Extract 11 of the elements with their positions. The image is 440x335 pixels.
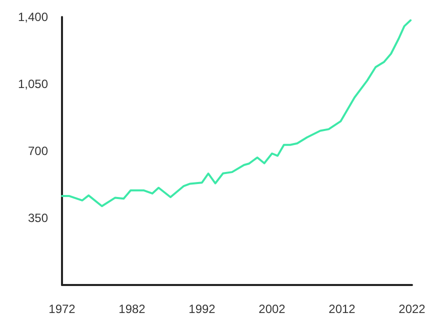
y-tick-label: 1,400 bbox=[18, 10, 48, 24]
x-tick-label: 2022 bbox=[398, 302, 426, 316]
y-tick-label: 700 bbox=[28, 144, 48, 158]
y-tick-label: 350 bbox=[28, 211, 48, 225]
x-tick-label: 1982 bbox=[118, 302, 146, 316]
x-tick-label: 2002 bbox=[258, 302, 286, 316]
y-tick-label: 1,050 bbox=[18, 77, 48, 91]
x-tick-label: 2012 bbox=[328, 302, 356, 316]
line-series bbox=[61, 19, 412, 208]
x-tick-label: 1972 bbox=[48, 302, 76, 316]
x-tick-label: 1992 bbox=[188, 302, 216, 316]
